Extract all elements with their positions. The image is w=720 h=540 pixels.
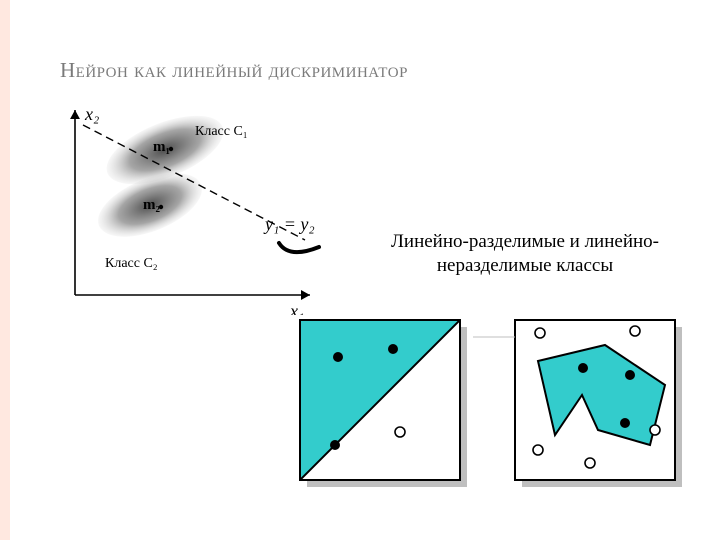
- svg-text:x₁: x₁: [289, 301, 304, 315]
- decorative-left-strip: [0, 0, 10, 540]
- svg-text:y₁ = y₂: y₁ = y₂: [263, 214, 315, 234]
- caption: Линейно-разделимые и линейно- неразделим…: [350, 230, 700, 278]
- page-title: Нейрон как линейный дискриминатор: [60, 58, 408, 83]
- svg-text:Класс C₂: Класс C₂: [105, 256, 158, 271]
- caption-line-1: Линейно-разделимые и линейно-: [391, 231, 659, 252]
- linearly-separable-box: [295, 315, 475, 495]
- svg-text:m₁: m₁: [153, 139, 170, 155]
- svg-text:m₂: m₂: [143, 197, 160, 213]
- caption-line-2: неразделимые классы: [437, 255, 613, 276]
- svg-text:Класс C₁: Класс C₁: [195, 124, 248, 139]
- scatter-plot: x₁ x₂ Класс C₁ Класс C₂ m₁ m₂ y₁ = y₂: [35, 95, 340, 315]
- non-linearly-separable-box: [510, 315, 690, 495]
- svg-text:x₂: x₂: [84, 104, 99, 124]
